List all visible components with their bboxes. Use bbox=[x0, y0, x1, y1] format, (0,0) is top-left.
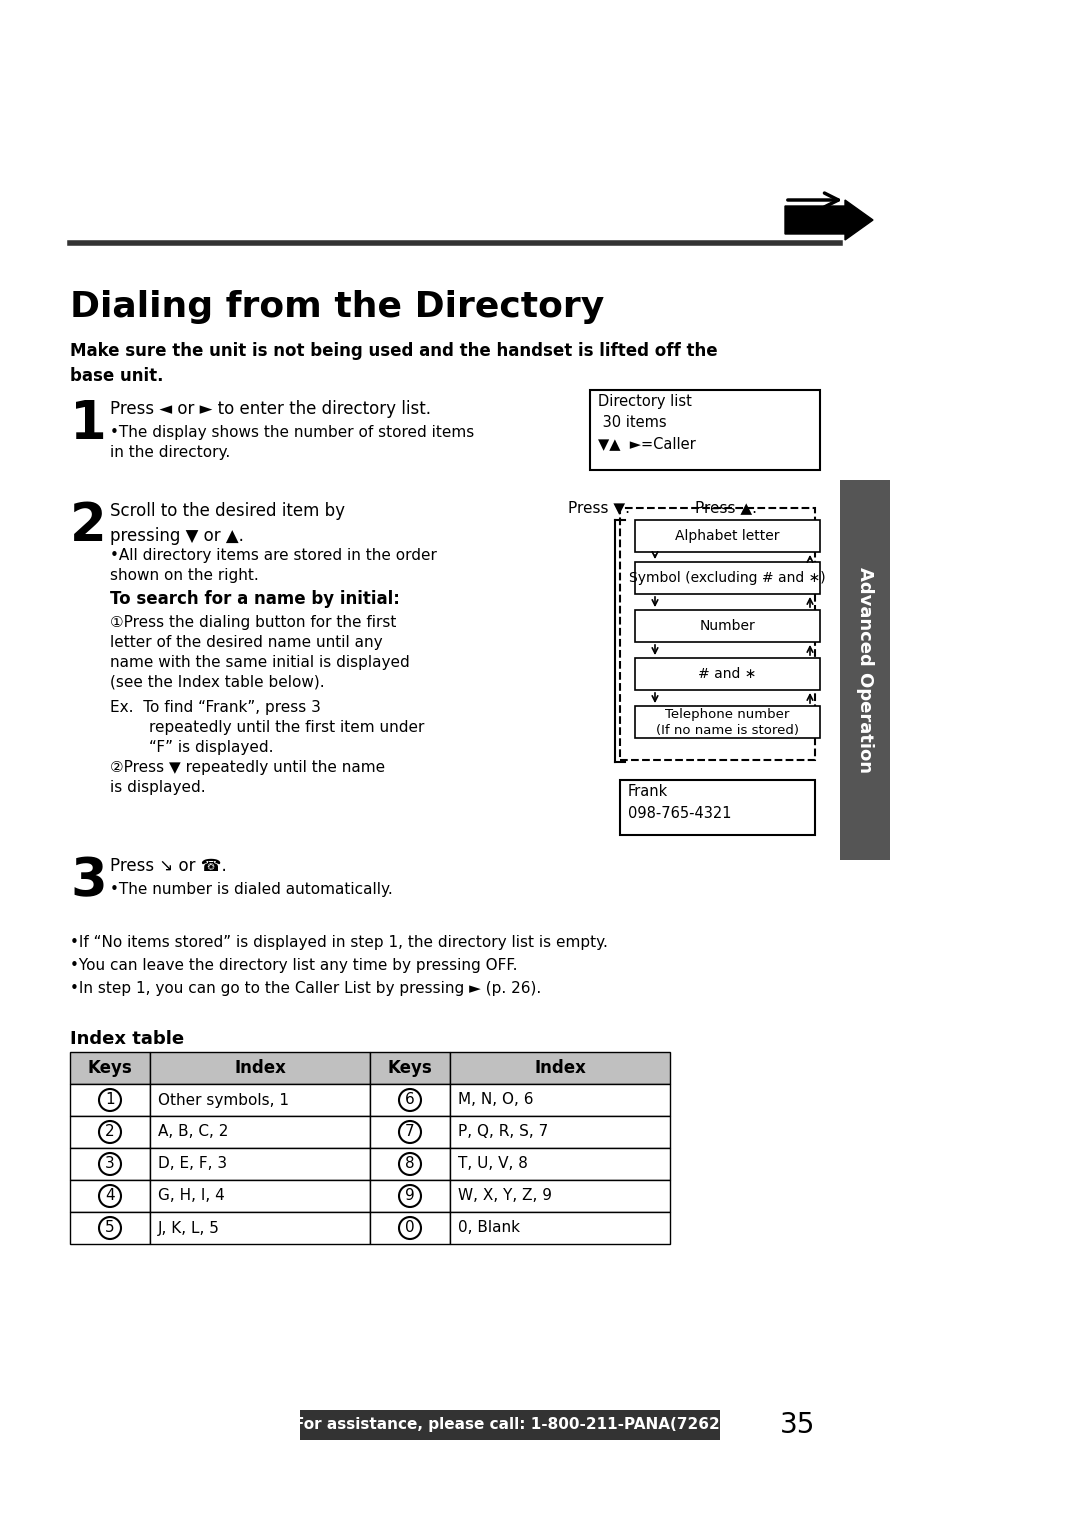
Text: M, N, O, 6: M, N, O, 6 bbox=[458, 1093, 534, 1108]
Text: Telephone number
(If no name is stored): Telephone number (If no name is stored) bbox=[656, 707, 799, 736]
Text: Index table: Index table bbox=[70, 1030, 184, 1048]
Text: 3: 3 bbox=[70, 856, 107, 908]
FancyBboxPatch shape bbox=[70, 1212, 150, 1244]
FancyBboxPatch shape bbox=[635, 659, 820, 691]
Text: •If “No items stored” is displayed in step 1, the directory list is empty.: •If “No items stored” is displayed in st… bbox=[70, 935, 608, 950]
FancyBboxPatch shape bbox=[450, 1051, 670, 1083]
Text: Make sure the unit is not being used and the handset is lifted off the
base unit: Make sure the unit is not being used and… bbox=[70, 342, 717, 385]
Text: Alphabet letter: Alphabet letter bbox=[675, 529, 780, 542]
Text: T, U, V, 8: T, U, V, 8 bbox=[458, 1157, 528, 1172]
Text: Dialing from the Directory: Dialing from the Directory bbox=[70, 290, 604, 324]
FancyBboxPatch shape bbox=[635, 520, 820, 552]
FancyBboxPatch shape bbox=[150, 1051, 370, 1083]
Text: A, B, C, 2: A, B, C, 2 bbox=[158, 1125, 228, 1140]
Text: Press ↘ or ☎.: Press ↘ or ☎. bbox=[110, 857, 227, 876]
Text: Number: Number bbox=[700, 619, 755, 633]
FancyBboxPatch shape bbox=[450, 1115, 670, 1148]
Text: 9: 9 bbox=[405, 1189, 415, 1204]
FancyBboxPatch shape bbox=[70, 1115, 150, 1148]
FancyBboxPatch shape bbox=[590, 390, 820, 471]
FancyBboxPatch shape bbox=[150, 1115, 370, 1148]
FancyBboxPatch shape bbox=[150, 1180, 370, 1212]
Text: Other symbols, 1: Other symbols, 1 bbox=[158, 1093, 289, 1108]
FancyBboxPatch shape bbox=[70, 1083, 150, 1115]
FancyBboxPatch shape bbox=[635, 610, 820, 642]
Text: # and ∗: # and ∗ bbox=[699, 668, 757, 681]
Text: 35: 35 bbox=[780, 1410, 815, 1439]
Text: 5: 5 bbox=[105, 1221, 114, 1236]
Text: Press ◄ or ► to enter the directory list.: Press ◄ or ► to enter the directory list… bbox=[110, 400, 431, 419]
FancyBboxPatch shape bbox=[620, 779, 815, 834]
FancyBboxPatch shape bbox=[370, 1148, 450, 1180]
Text: •You can leave the directory list any time by pressing OFF.: •You can leave the directory list any ti… bbox=[70, 958, 517, 973]
Text: 0: 0 bbox=[405, 1221, 415, 1236]
Text: 4: 4 bbox=[105, 1189, 114, 1204]
Text: 0, Blank: 0, Blank bbox=[458, 1221, 519, 1236]
Text: To search for a name by initial:: To search for a name by initial: bbox=[110, 590, 400, 608]
Text: Directory list
 30 items
▼▲  ►=Caller: Directory list 30 items ▼▲ ►=Caller bbox=[598, 394, 696, 451]
Text: W, X, Y, Z, 9: W, X, Y, Z, 9 bbox=[458, 1189, 552, 1204]
FancyBboxPatch shape bbox=[450, 1148, 670, 1180]
FancyBboxPatch shape bbox=[70, 1180, 150, 1212]
FancyBboxPatch shape bbox=[370, 1115, 450, 1148]
FancyBboxPatch shape bbox=[70, 1148, 150, 1180]
Text: Ex.  To find “Frank”, press 3
        repeatedly until the first item under
    : Ex. To find “Frank”, press 3 repeatedly … bbox=[110, 700, 424, 755]
FancyBboxPatch shape bbox=[450, 1083, 670, 1115]
Text: P, Q, R, S, 7: P, Q, R, S, 7 bbox=[458, 1125, 549, 1140]
Text: 1: 1 bbox=[105, 1093, 114, 1108]
FancyArrow shape bbox=[785, 200, 873, 240]
Text: 2: 2 bbox=[70, 500, 107, 552]
Text: Scroll to the desired item by
pressing ▼ or ▲.: Scroll to the desired item by pressing ▼… bbox=[110, 503, 345, 545]
FancyBboxPatch shape bbox=[620, 507, 815, 759]
FancyBboxPatch shape bbox=[150, 1212, 370, 1244]
Text: 3: 3 bbox=[105, 1157, 114, 1172]
Text: 8: 8 bbox=[405, 1157, 415, 1172]
Text: ①Press the dialing button for the first
letter of the desired name until any
nam: ①Press the dialing button for the first … bbox=[110, 614, 409, 689]
Text: Keys: Keys bbox=[87, 1059, 133, 1077]
FancyBboxPatch shape bbox=[840, 480, 890, 860]
Text: 6: 6 bbox=[405, 1093, 415, 1108]
Text: Press ▼.: Press ▼. bbox=[568, 500, 630, 515]
FancyBboxPatch shape bbox=[300, 1410, 720, 1439]
FancyBboxPatch shape bbox=[150, 1083, 370, 1115]
Text: Index: Index bbox=[234, 1059, 286, 1077]
Text: 2: 2 bbox=[105, 1125, 114, 1140]
Text: For assistance, please call: 1-800-211-PANA(7262): For assistance, please call: 1-800-211-P… bbox=[294, 1418, 727, 1433]
Text: Advanced Operation: Advanced Operation bbox=[856, 567, 874, 773]
FancyBboxPatch shape bbox=[370, 1212, 450, 1244]
Text: 1: 1 bbox=[70, 397, 107, 451]
Text: Frank
098-765-4321: Frank 098-765-4321 bbox=[627, 784, 731, 821]
Text: D, E, F, 3: D, E, F, 3 bbox=[158, 1157, 227, 1172]
FancyBboxPatch shape bbox=[450, 1212, 670, 1244]
Text: •The number is dialed automatically.: •The number is dialed automatically. bbox=[110, 882, 393, 897]
Text: ②Press ▼ repeatedly until the name
is displayed.: ②Press ▼ repeatedly until the name is di… bbox=[110, 759, 386, 795]
Text: •In step 1, you can go to the Caller List by pressing ► (p. 26).: •In step 1, you can go to the Caller Lis… bbox=[70, 981, 541, 996]
FancyBboxPatch shape bbox=[450, 1180, 670, 1212]
FancyBboxPatch shape bbox=[70, 1051, 150, 1083]
Text: G, H, I, 4: G, H, I, 4 bbox=[158, 1189, 225, 1204]
Text: Symbol (excluding # and ∗): Symbol (excluding # and ∗) bbox=[630, 571, 826, 585]
FancyBboxPatch shape bbox=[635, 706, 820, 738]
Text: 7: 7 bbox=[405, 1125, 415, 1140]
FancyBboxPatch shape bbox=[635, 562, 820, 594]
Text: J, K, L, 5: J, K, L, 5 bbox=[158, 1221, 220, 1236]
Text: Index: Index bbox=[535, 1059, 586, 1077]
FancyBboxPatch shape bbox=[370, 1083, 450, 1115]
Text: •All directory items are stored in the order
shown on the right.: •All directory items are stored in the o… bbox=[110, 549, 437, 582]
FancyBboxPatch shape bbox=[150, 1148, 370, 1180]
FancyBboxPatch shape bbox=[370, 1180, 450, 1212]
Text: Keys: Keys bbox=[388, 1059, 432, 1077]
Text: Press ▲.: Press ▲. bbox=[696, 500, 757, 515]
Text: •The display shows the number of stored items
in the directory.: •The display shows the number of stored … bbox=[110, 425, 474, 460]
FancyBboxPatch shape bbox=[370, 1051, 450, 1083]
